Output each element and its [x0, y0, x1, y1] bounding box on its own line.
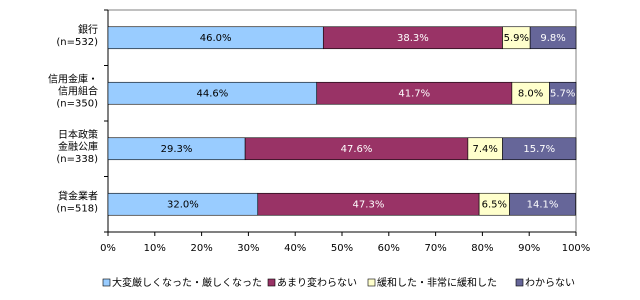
- category-label: (n=338): [56, 154, 98, 165]
- value-label: 32.0%: [167, 199, 199, 210]
- value-label: 9.8%: [540, 33, 565, 44]
- bar-segment: [529, 26, 577, 50]
- bar-segment: [502, 137, 577, 161]
- x-tick-label: 70%: [424, 243, 446, 254]
- legend-label: 緩和した・非常に緩和した: [377, 276, 497, 289]
- x-tick-label: 0%: [100, 243, 116, 254]
- category-label: (n=518): [56, 203, 98, 214]
- value-label: 47.3%: [353, 199, 385, 210]
- legend-label: 大変厳しくなった・厳しくなった: [112, 276, 262, 289]
- x-tick-label: 60%: [378, 243, 400, 254]
- legend-label: あまり変わらない: [277, 276, 357, 289]
- bar-segment: [549, 81, 577, 105]
- legend-swatch: [367, 278, 376, 287]
- x-tick-label: 90%: [518, 243, 540, 254]
- category-label: 貸金業者: [58, 189, 98, 202]
- value-label: 7.4%: [473, 144, 498, 155]
- legend-swatch: [267, 278, 276, 287]
- value-label: 38.3%: [397, 33, 429, 44]
- legend-swatch: [515, 278, 524, 287]
- category-label: 信用組合: [58, 84, 98, 97]
- value-label: 6.5%: [482, 199, 507, 210]
- x-tick-label: 30%: [237, 243, 259, 254]
- value-label: 41.7%: [398, 88, 430, 99]
- category-label: (n=532): [56, 37, 98, 48]
- x-tick-label: 50%: [331, 243, 353, 254]
- value-label: 46.0%: [200, 33, 232, 44]
- x-tick-label: 20%: [190, 243, 212, 254]
- x-tick-label: 40%: [284, 243, 306, 254]
- category-label: (n=350): [56, 98, 98, 109]
- category-label: 銀行: [78, 23, 98, 36]
- category-label: 信用金庫・: [48, 72, 98, 85]
- x-tick-label: 10%: [144, 243, 166, 254]
- x-tick-label: 80%: [471, 243, 493, 254]
- value-label: 15.7%: [523, 144, 555, 155]
- value-label: 5.7%: [550, 88, 575, 99]
- category-label: 日本政策: [58, 128, 98, 141]
- value-label: 47.6%: [341, 144, 373, 155]
- value-label: 14.1%: [527, 199, 559, 210]
- legend-label: わからない: [525, 277, 575, 289]
- legend-swatch: [102, 278, 111, 287]
- x-tick-label: 100%: [562, 243, 591, 254]
- value-label: 29.3%: [161, 144, 193, 155]
- value-label: 5.9%: [504, 33, 529, 44]
- bar-segment: [509, 192, 576, 216]
- value-label: 44.6%: [196, 88, 228, 99]
- category-label: 金融公庫: [58, 140, 98, 153]
- value-label: 8.0%: [518, 88, 543, 99]
